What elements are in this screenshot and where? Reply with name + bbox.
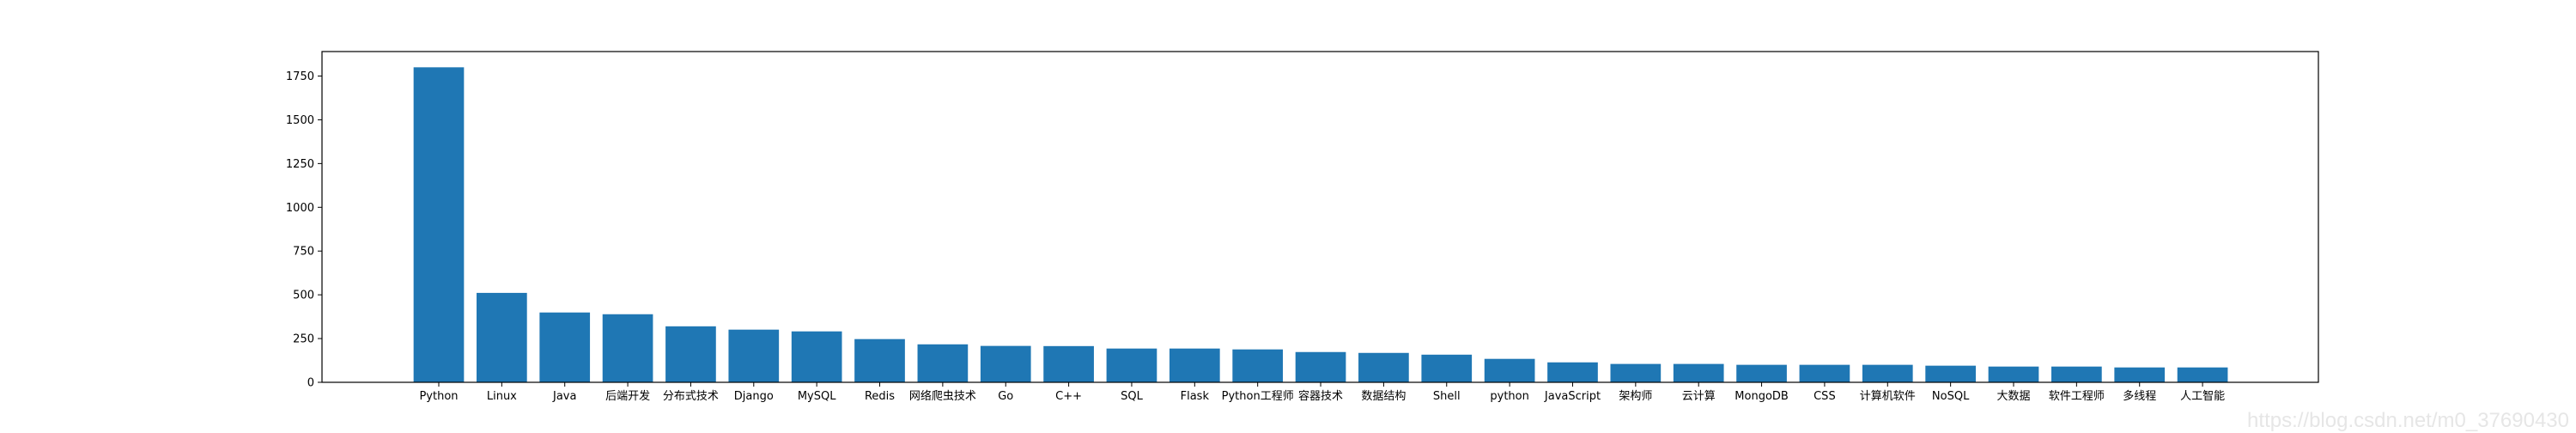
x-tick-label: 大数据 [1996,390,2030,403]
bar-13 [1232,349,1284,382]
x-tick-label: Python [419,390,458,403]
x-tick-label: SQL [1121,390,1143,403]
bar-26 [2051,366,2102,382]
x-tick-label: Django [734,390,774,403]
x-tick-label: 软件工程师 [2049,390,2105,403]
bar-25 [1988,366,2039,382]
x-tick-label: Shell [1433,390,1461,403]
bar-17 [1484,358,1535,382]
y-tick-label: 0 [307,377,314,390]
bar-14 [1295,351,1346,382]
x-tick-label: 数据结构 [1361,390,1406,403]
x-tick-label: 云计算 [1682,390,1716,403]
bar-7 [854,338,905,382]
bar-11 [1106,348,1157,382]
x-tick-label: Flask [1181,390,1210,403]
x-tick-label: Redis [865,390,895,403]
x-tick-label: 多线程 [2123,389,2156,403]
bar-21 [1736,364,1787,382]
bar-22 [1799,364,1850,382]
x-tick-label: Go [998,390,1013,403]
y-tick-label: 250 [293,333,314,346]
bar-28 [2177,367,2228,382]
x-tick-label: 网络爬虫技术 [909,389,976,403]
bar-19 [1610,363,1662,382]
bar-4 [665,326,716,382]
axes-frame [321,51,2319,383]
x-tick-label: C++ [1055,390,1082,403]
x-tick-label: python [1490,390,1528,403]
bar-1 [477,292,527,382]
x-tick-label: Java [552,390,576,403]
x-tick-label: Linux [487,390,517,403]
bar-3 [602,314,653,382]
y-tick-label: 1500 [286,114,314,127]
x-tick-label: JavaScript [1544,390,1601,403]
x-tick-label: MySQL [798,390,836,403]
bar-27 [2114,367,2166,382]
bar-5 [728,329,780,382]
bar-2 [539,312,591,382]
watermark: https://blog.csdn.net/m0_37690430 [2247,409,2569,432]
x-tick-label: 计算机软件 [1860,390,1916,403]
bar-24 [1925,365,1976,382]
bar-18 [1547,362,1598,382]
y-tick-label: 1000 [286,202,314,215]
x-tick-label: 人工智能 [2180,390,2225,403]
x-tick-label: 架构师 [1619,390,1652,403]
y-tick-label: 500 [293,290,314,302]
bar-10 [1043,345,1094,382]
bar-23 [1862,364,1913,382]
bar-20 [1673,363,1724,382]
x-tick-label: 分布式技术 [663,390,719,403]
x-tick-label: 后端开发 [605,389,650,403]
y-tick-label: 1750 [286,70,314,83]
bar-0 [413,67,465,382]
x-tick-label: CSS [1814,390,1836,403]
x-tick-label: 容器技术 [1298,389,1343,403]
bar-8 [917,344,969,382]
y-tick-label: 1250 [286,158,314,171]
x-tick-label: MongoDB [1735,390,1789,403]
bar-15 [1358,352,1409,382]
bar-12 [1169,348,1220,382]
bar-6 [791,331,842,382]
x-tick-label: NoSQL [1932,390,1970,403]
bar-9 [980,345,1031,382]
y-tick-label: 750 [293,246,314,259]
x-tick-label: Python工程师 [1222,390,1294,403]
bar-16 [1421,354,1473,382]
